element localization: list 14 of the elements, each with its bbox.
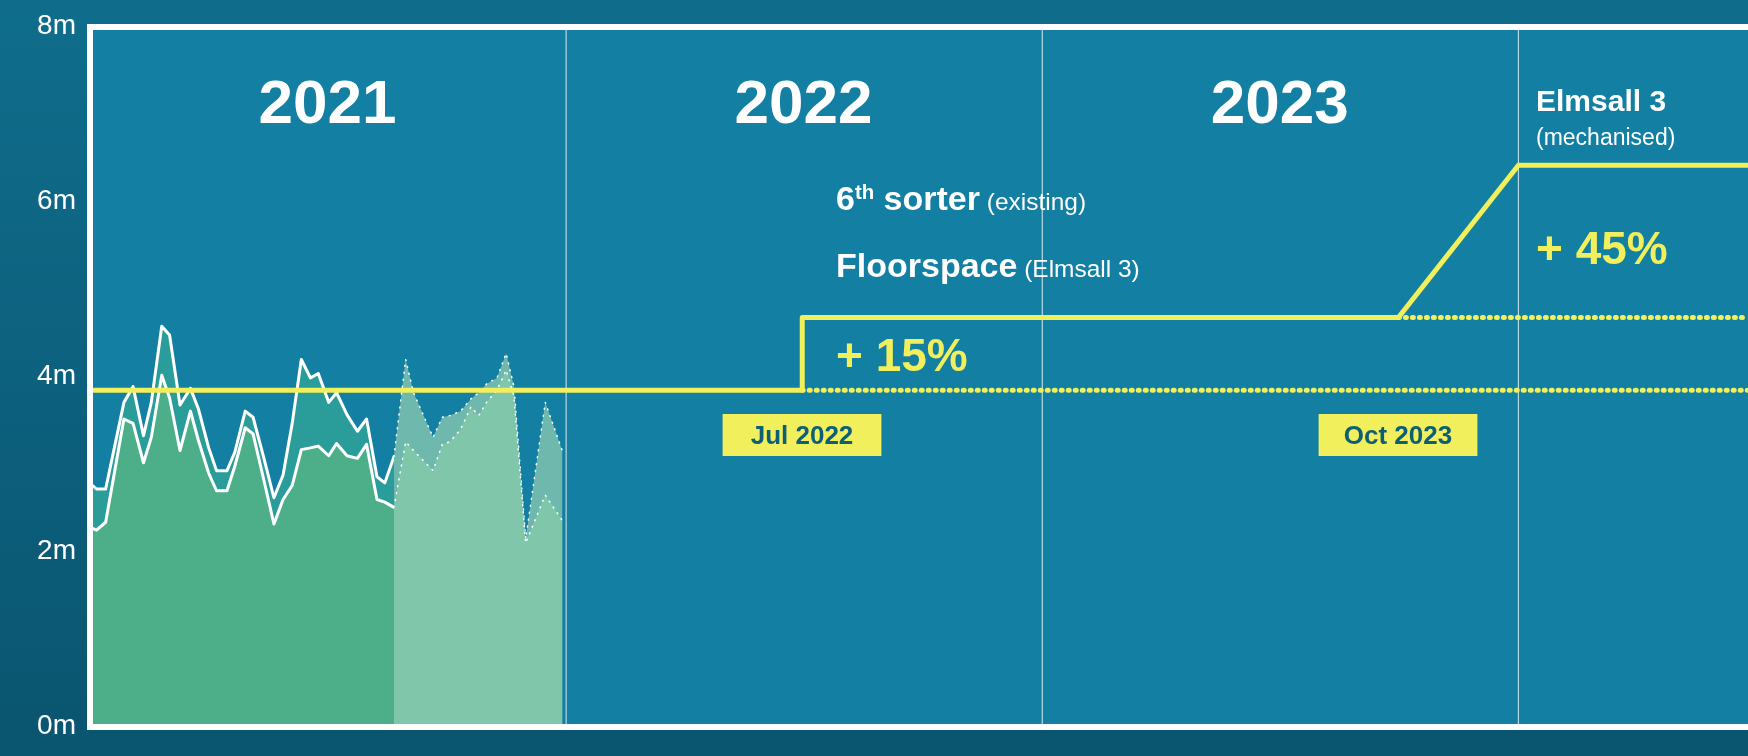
annotation: Oct 2023 [1343, 420, 1453, 450]
y-tick-label: 0m [37, 709, 76, 741]
annotation: (mechanised) [1536, 124, 1676, 150]
annotation: Jul 2022 [750, 420, 854, 450]
annotation: Elmsall 3 [1536, 84, 1667, 117]
annotation: + 45% [1536, 222, 1668, 274]
y-tick-label: 6m [37, 184, 76, 216]
x-tick-label: 2023 [1210, 67, 1349, 136]
y-tick-label: 2m [37, 534, 76, 566]
x-tick-label: 2021 [258, 67, 397, 136]
x-tick-label: 2022 [734, 67, 873, 136]
y-tick-label: 8m [37, 9, 76, 41]
y-tick-label: 4m [37, 359, 76, 391]
annotation: + 15% [836, 329, 968, 381]
